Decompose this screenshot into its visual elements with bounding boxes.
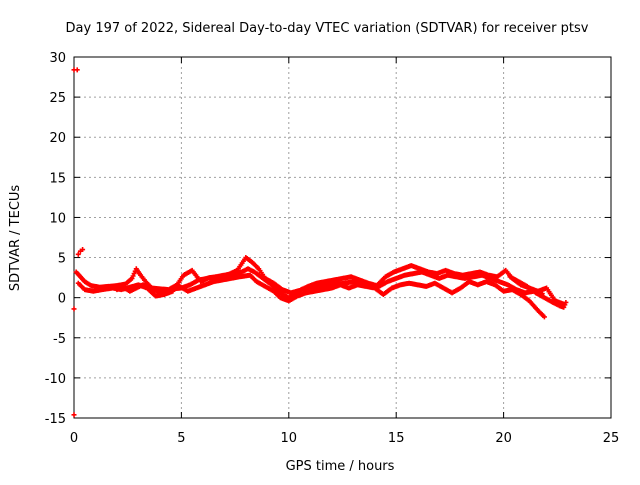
data-point: [74, 67, 80, 73]
plot-frame: [73, 56, 612, 419]
y-axis-label: SDTVAR / TECUs: [8, 185, 23, 292]
y-tick-label: 20: [49, 131, 66, 146]
data-point: [75, 251, 81, 257]
tick-layer: 0 5 10 15 20 25 -15 -10 -5 0 5 10 15 20 25 30: [45, 51, 620, 446]
x-axis-label: GPS time / hours: [286, 459, 395, 474]
y-tick-label: 10: [49, 211, 66, 226]
x-tick-label: 10: [281, 431, 298, 446]
data-point: [71, 306, 77, 312]
y-tick-label: -5: [53, 332, 66, 347]
chart-title: Day 197 of 2022, Sidereal Day-to-day VTE…: [66, 21, 589, 36]
y-tick-label: -15: [45, 412, 66, 427]
x-tick-label: 15: [388, 431, 405, 446]
grid-layer: [74, 57, 611, 418]
data-point: [563, 299, 569, 305]
y-tick-label: 30: [49, 51, 66, 66]
data-point: [80, 247, 86, 253]
data-point: [541, 314, 547, 320]
y-tick-label: 5: [58, 252, 66, 267]
x-tick-label: 0: [70, 431, 78, 446]
y-tick-label: -10: [45, 372, 66, 387]
x-tick-label: 5: [177, 431, 185, 446]
x-tick-label: 25: [603, 431, 620, 446]
data-layer: [71, 67, 569, 418]
y-tick-label: 15: [49, 171, 66, 186]
y-tick-label: 25: [49, 91, 66, 106]
x-tick-label: 20: [495, 431, 512, 446]
data-point: [71, 412, 77, 418]
y-tick-label: 0: [58, 292, 66, 307]
